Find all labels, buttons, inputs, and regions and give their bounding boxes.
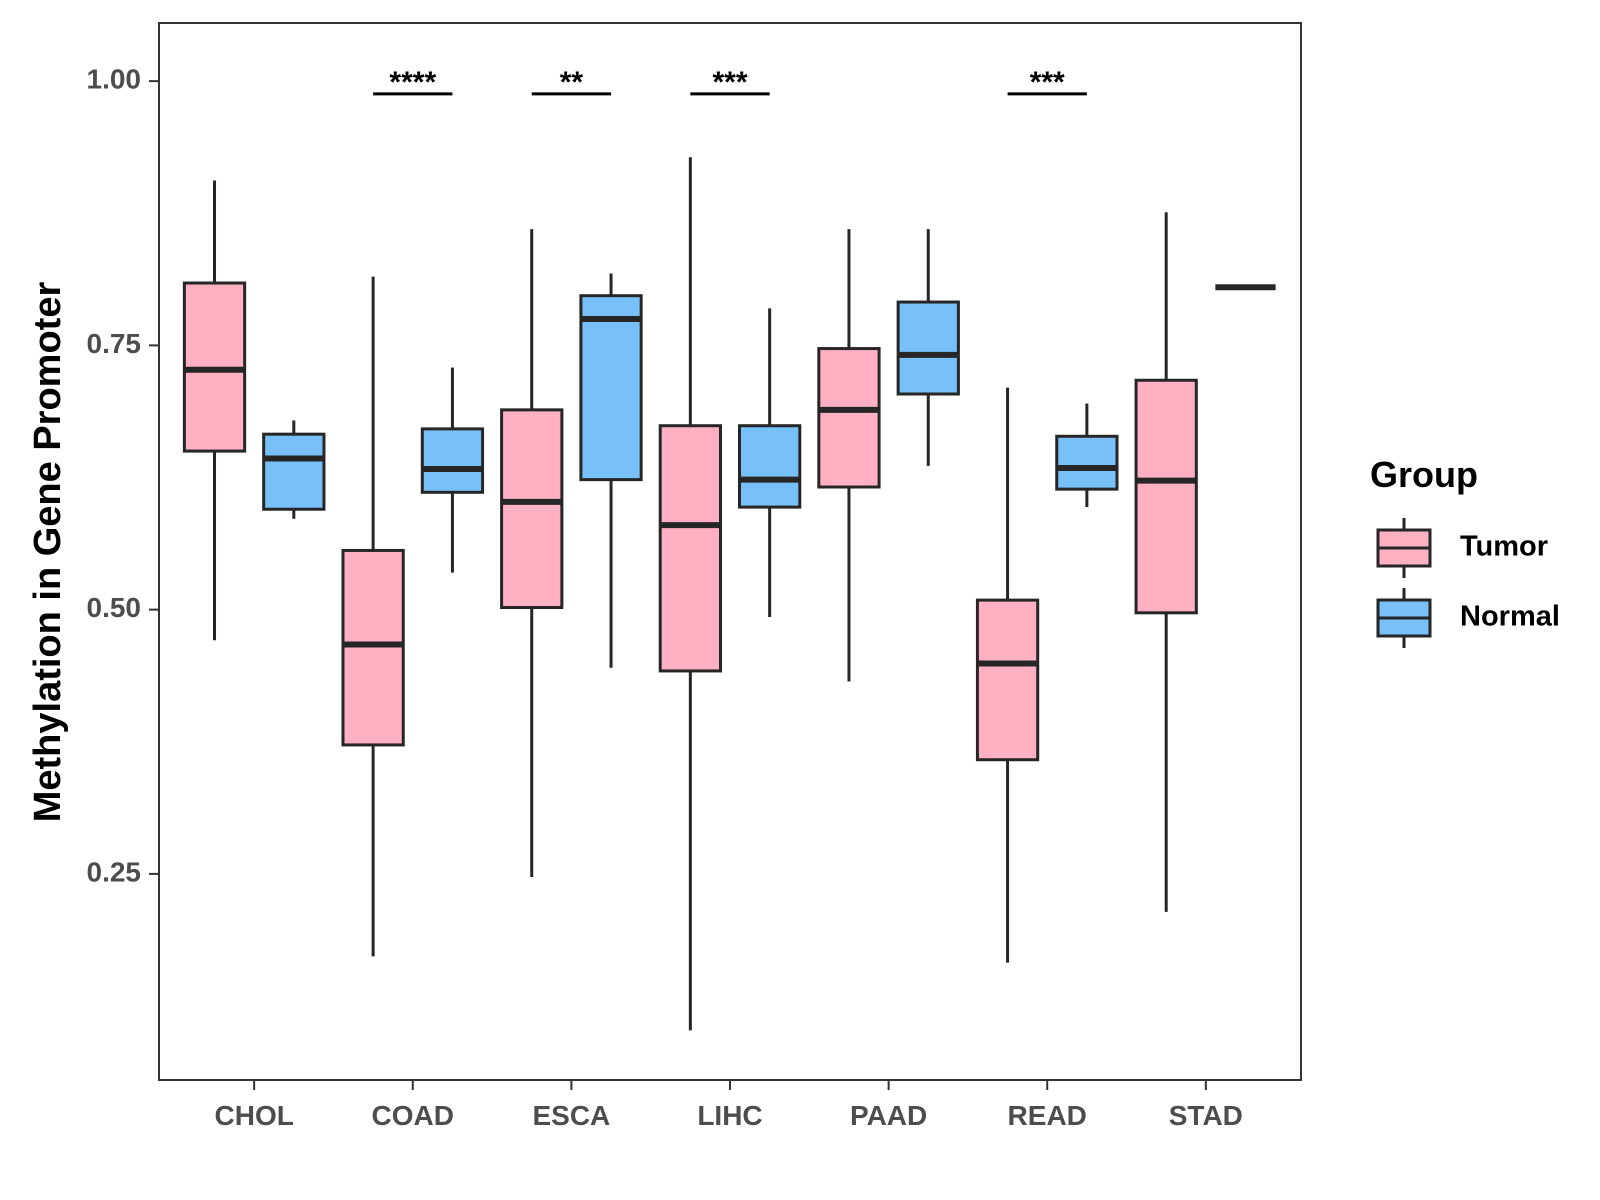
y-axis-title: Methylation in Gene Promoter bbox=[27, 282, 69, 823]
box-iqr bbox=[1055, 434, 1119, 491]
box-normal-coad bbox=[420, 367, 485, 573]
box-iqr bbox=[975, 598, 1040, 762]
box-normal-read bbox=[1055, 403, 1119, 508]
significance-annotations: **** ** *** *** bbox=[373, 66, 1087, 99]
significance-label: *** bbox=[712, 66, 747, 99]
y-axis: 0.25 0.50 0.75 1.00 bbox=[87, 64, 159, 887]
box-iqr bbox=[896, 300, 960, 396]
box-tumor-esca bbox=[500, 229, 564, 878]
plot-panel bbox=[158, 22, 1302, 1081]
box-iqr bbox=[817, 347, 881, 489]
box-normal-chol bbox=[262, 420, 326, 519]
box-tumor-paad bbox=[817, 229, 881, 682]
x-tick-label: READ bbox=[1008, 1100, 1087, 1131]
y-tick-label: 1.00 bbox=[87, 64, 142, 95]
legend-title: Group bbox=[1370, 454, 1478, 495]
box-iqr bbox=[579, 294, 643, 482]
x-axis: CHOL COAD ESCA LIHC PAAD READ STAD bbox=[215, 1080, 1243, 1131]
x-tick-label: CHOL bbox=[215, 1100, 294, 1131]
box-iqr bbox=[1134, 378, 1198, 615]
legend: Group Tumor Normal bbox=[1370, 454, 1560, 648]
box-tumor-stad bbox=[1134, 212, 1198, 912]
box-tumor-read bbox=[975, 387, 1040, 963]
box-iqr bbox=[500, 408, 564, 610]
y-tick-label: 0.25 bbox=[87, 856, 142, 887]
box-iqr bbox=[420, 427, 485, 494]
box-iqr bbox=[658, 424, 722, 673]
box-iqr bbox=[341, 548, 405, 747]
significance-label: **** bbox=[389, 66, 436, 99]
y-tick-label: 0.75 bbox=[87, 328, 142, 359]
legend-key-tumor bbox=[1376, 518, 1432, 578]
x-tick-label: COAD bbox=[372, 1100, 454, 1131]
box-iqr bbox=[738, 424, 802, 509]
box-normal-lihc bbox=[738, 308, 802, 618]
x-tick-label: LIHC bbox=[697, 1100, 762, 1131]
significance-label: ** bbox=[560, 66, 584, 99]
significance-label: *** bbox=[1030, 66, 1065, 99]
box-normal-paad bbox=[896, 229, 960, 466]
legend-key-normal bbox=[1376, 588, 1432, 648]
x-tick-label: PAAD bbox=[850, 1100, 927, 1131]
box-tumor-coad bbox=[341, 276, 405, 957]
legend-label-normal: Normal bbox=[1460, 601, 1560, 633]
box-iqr bbox=[262, 432, 326, 511]
box-tumor-lihc bbox=[658, 157, 722, 1031]
box-normal-esca bbox=[579, 273, 643, 668]
box-tumor-chol bbox=[182, 180, 247, 641]
y-tick-label: 0.50 bbox=[87, 592, 142, 623]
x-tick-label: ESCA bbox=[532, 1100, 610, 1131]
legend-label-tumor: Tumor bbox=[1460, 531, 1548, 563]
x-tick-label: STAD bbox=[1169, 1100, 1243, 1131]
box-series bbox=[182, 157, 1276, 1031]
